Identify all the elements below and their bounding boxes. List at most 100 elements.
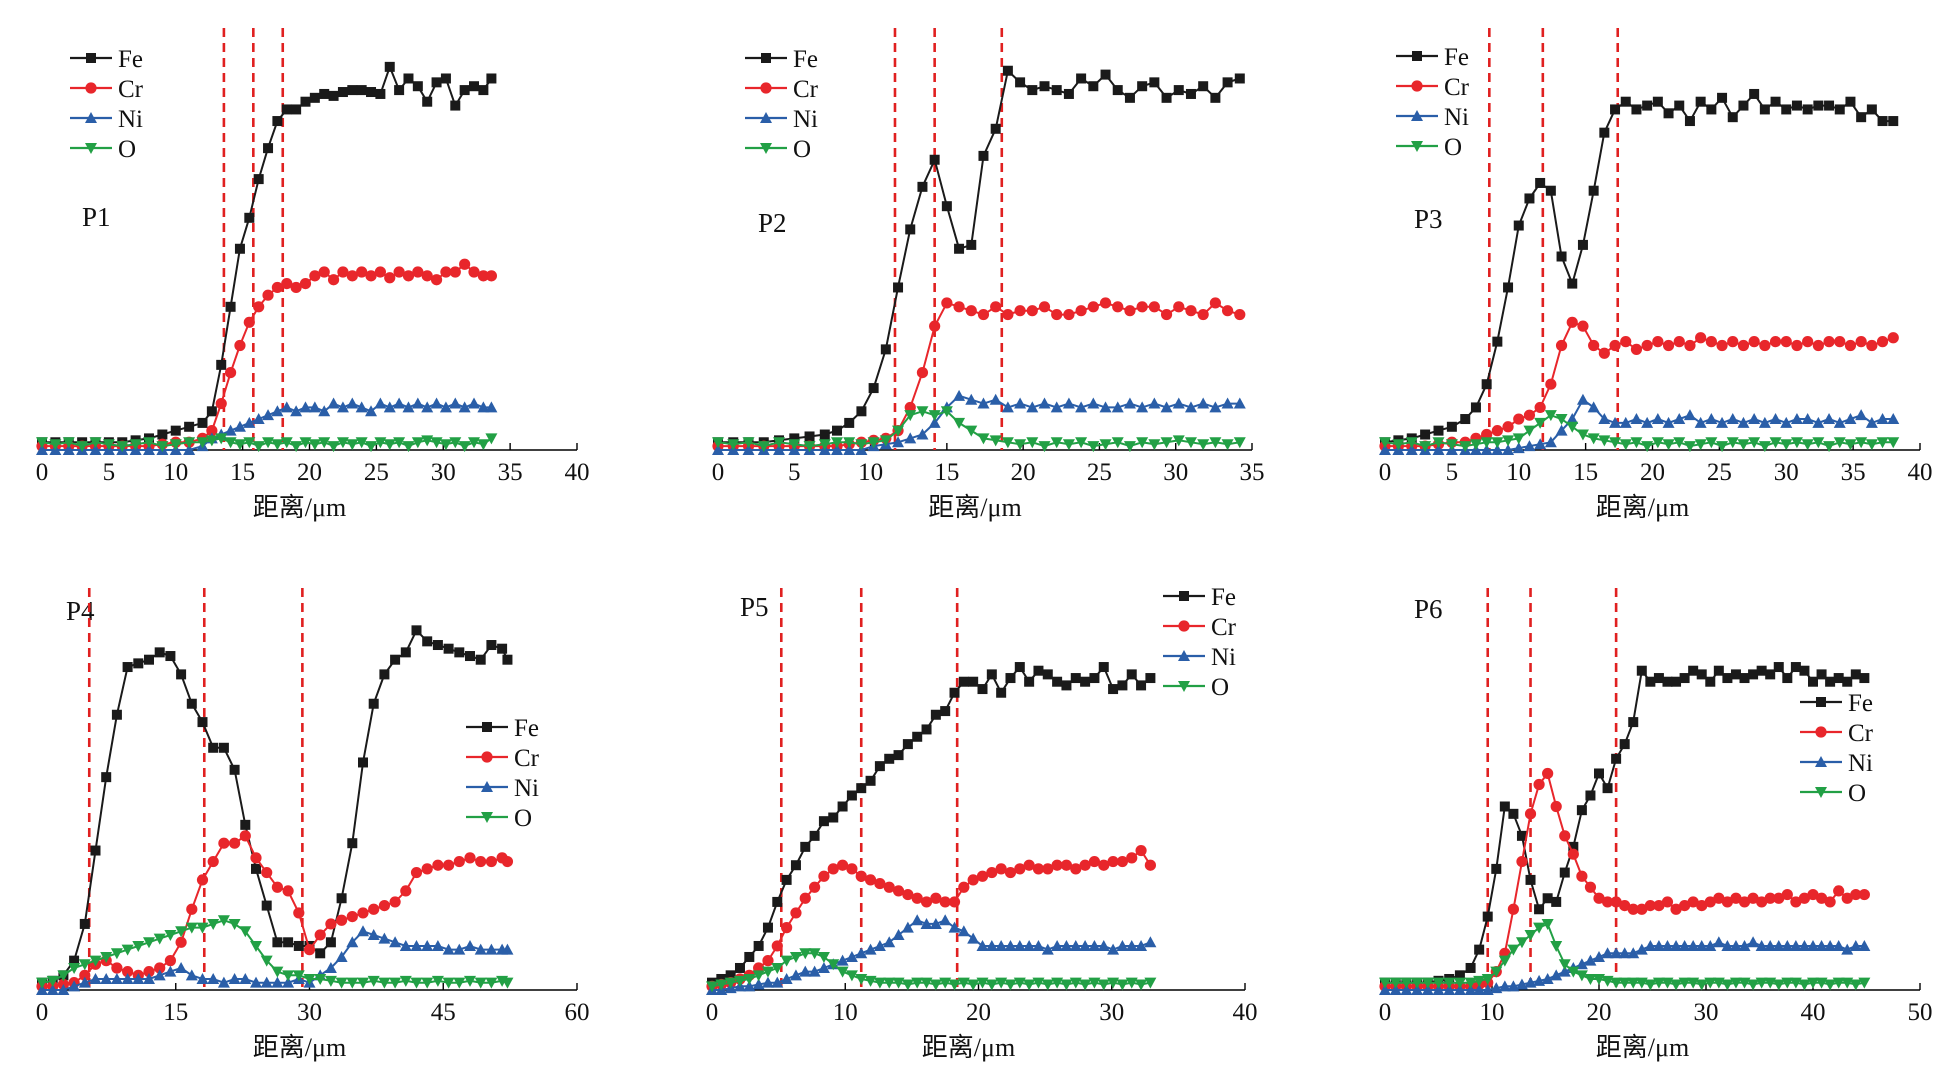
p5-ni-point	[1069, 939, 1082, 951]
p4-cr-point	[271, 881, 283, 893]
p6-fe-point	[1602, 783, 1613, 794]
p3-legend-marker	[1411, 80, 1423, 92]
p4-fe-point	[379, 669, 390, 680]
p2-fe-point	[868, 383, 879, 394]
p5-o-point	[976, 977, 989, 989]
p5-x-tick-label: 20	[966, 999, 991, 1026]
p5-o-point	[1051, 977, 1064, 989]
p6-o-point	[1832, 977, 1845, 989]
p4-ni-point	[260, 976, 273, 988]
p2-fe-point	[819, 429, 830, 440]
p2-o-point	[940, 406, 953, 418]
p6-cr-point	[1576, 870, 1588, 882]
p6-fe-point	[1499, 801, 1510, 812]
p1-o-point	[327, 441, 340, 453]
p1-cr-point	[271, 281, 283, 294]
p3-ni-point	[1662, 416, 1675, 428]
p2-o-point	[1233, 437, 1246, 449]
p4-ni-point	[100, 972, 113, 984]
p4-ni-point	[453, 943, 466, 955]
p5-o-point	[808, 948, 821, 960]
p3-fe-point	[1460, 414, 1471, 425]
p5-ni-point	[789, 969, 802, 981]
p3-ni-point	[1716, 416, 1729, 428]
p6-o-point	[1515, 937, 1528, 949]
p6-fe-point	[1722, 673, 1733, 684]
p3-legend-label: Cr	[1444, 74, 1470, 101]
p4-cr-point	[250, 852, 262, 864]
p5-fe-point	[912, 731, 923, 742]
p6-fe-point	[1773, 662, 1784, 673]
p5-cr-point	[1107, 855, 1119, 868]
p1-o-point	[308, 439, 321, 451]
p2-cr-point	[1148, 301, 1160, 313]
p6-o-point	[1687, 977, 1700, 989]
p4-o-point	[453, 977, 466, 989]
p1-o-point	[243, 437, 256, 449]
p2-fe-point	[856, 406, 867, 417]
p6-cr-point	[1781, 888, 1793, 901]
p3-o-point	[1780, 439, 1793, 451]
p6-fe-point	[1782, 673, 1793, 684]
p2-x-tick-label: 25	[1087, 459, 1112, 486]
p3-ni-point	[1705, 413, 1718, 425]
p6-fe-point	[1730, 669, 1741, 680]
p4-ni-point	[250, 976, 262, 988]
p2-o-point	[1001, 437, 1014, 449]
p2-cr-point	[977, 308, 990, 321]
p1-o-point	[449, 437, 462, 449]
p5-ni-point	[1051, 939, 1064, 951]
p1-o-point	[156, 441, 169, 453]
p6-o-point	[1781, 977, 1794, 989]
p1-o-point	[374, 437, 387, 449]
p4-o-point	[153, 933, 166, 945]
p5-cr-point	[958, 881, 970, 893]
p2-o-point	[1062, 439, 1075, 451]
p2-o-point	[1038, 441, 1051, 453]
p4-fe-line	[41, 628, 509, 984]
p5-cr-point	[939, 896, 951, 908]
p1-legend-marker	[85, 82, 97, 94]
p1-o-point	[169, 439, 182, 451]
p3-ni-point	[1823, 413, 1836, 425]
p2-ni-point	[712, 444, 724, 455]
p2-ni-point	[1233, 397, 1246, 409]
p5-ni-point	[1107, 943, 1120, 955]
p5-series-fe	[707, 662, 1156, 988]
p2-cr-point	[941, 297, 953, 309]
p3-ni-point	[1491, 444, 1504, 455]
p5-cr-point	[1004, 866, 1017, 879]
panel-p2: 0 5 10 15 20 25 30 35 距离/μm P2 Fe Cr Ni O	[712, 28, 1265, 522]
p1-o-point	[49, 439, 62, 451]
p5-fe-point	[1070, 673, 1081, 684]
p1-ni-point	[365, 405, 378, 417]
p6-ni-point	[1661, 939, 1674, 951]
p1-ni-point	[243, 416, 256, 428]
p6-o-point	[1490, 966, 1503, 978]
p4-fe-point	[240, 819, 251, 830]
p6-ni-point	[1389, 984, 1402, 995]
p2-ni-point	[1050, 401, 1063, 413]
p5-o-point	[1079, 979, 1092, 991]
p3-cr-point	[1812, 339, 1824, 352]
p2-ni-point	[1160, 401, 1173, 413]
p2-cr-point	[1185, 305, 1197, 317]
p5-legend-label: O	[1211, 674, 1229, 701]
p6-ni-point	[1704, 939, 1717, 951]
p4-o-point	[464, 975, 476, 987]
p5-fe-point	[734, 962, 745, 973]
p2-legend-marker	[760, 143, 772, 154]
p6-ni-point	[1687, 939, 1700, 951]
p4-legend-label: Fe	[514, 715, 539, 742]
p1-x-tick-label: 0	[36, 459, 49, 486]
p5-ni-point	[985, 939, 998, 951]
p1-ni-point	[421, 401, 434, 413]
p2-o-point	[788, 439, 801, 451]
p1-legend: Fe Cr Ni O	[70, 46, 144, 163]
p4-fe-point	[368, 698, 379, 709]
p3-series-fe	[1380, 88, 1899, 448]
p1-fe-point	[347, 85, 358, 96]
p1-fe-point	[281, 104, 292, 115]
p3-ni-point	[1758, 416, 1771, 428]
